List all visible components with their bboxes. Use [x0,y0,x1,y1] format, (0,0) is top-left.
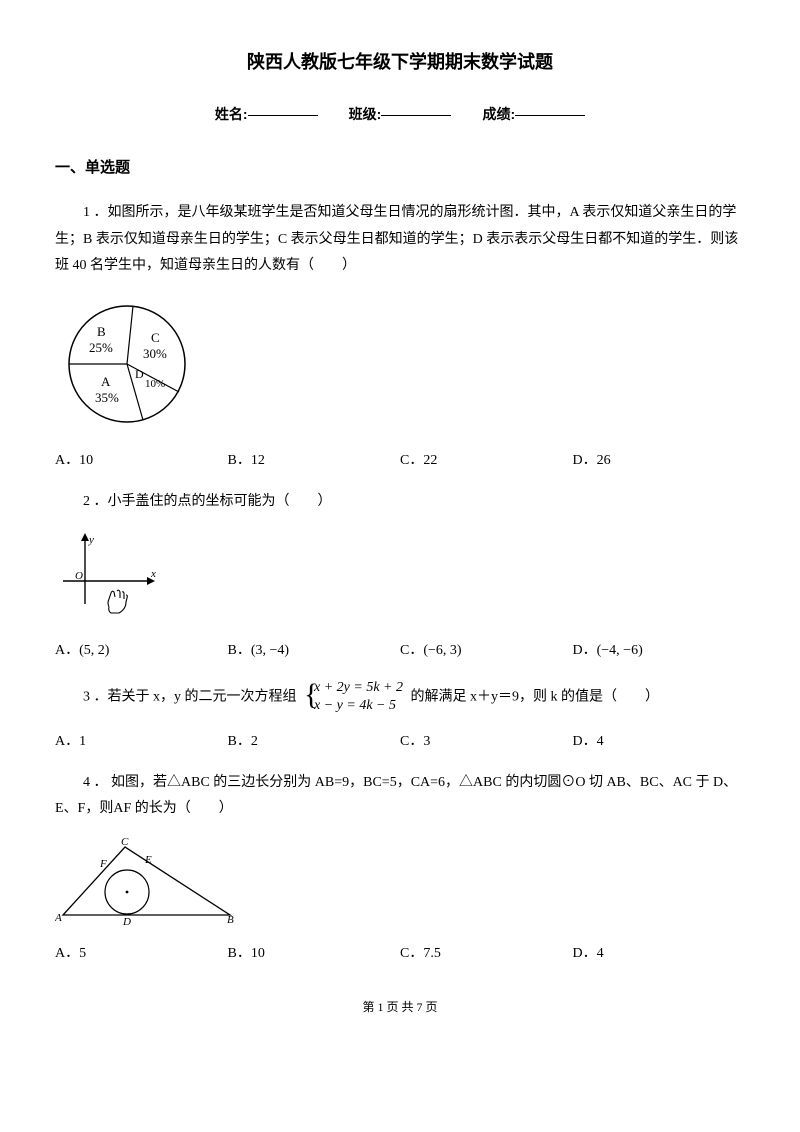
q4-opt-a: A．5 [55,941,228,968]
section-1-heading: 一、单选题 [55,154,745,183]
svg-text:B: B [227,914,234,926]
score-label: 成绩: [482,106,515,122]
svg-text:F: F [99,858,107,870]
q4-text: 4 ． 如图，若△ABC 的三边长分别为 AB=9，BC=5，CA=6，△ABC… [55,770,745,823]
q4-opt-d: D．4 [573,941,746,968]
q3-post: 的解满足 x＋y＝9，则 k 的值是（ ） [410,689,659,704]
q1-opt-b: B．12 [228,448,401,475]
q2-options: A．(5, 2) B．(3, −4) C．(−6, 3) D．(−4, −6) [55,638,745,665]
name-label: 姓名: [215,106,248,122]
q4-opt-b: B．10 [228,941,401,968]
q3-equation-system: { x + 2y = 5k + 2 x − y = 4k − 5 [304,679,403,715]
svg-text:O: O [75,570,83,582]
svg-text:10%: 10% [145,378,165,390]
q3-options: A．1 B．2 C．3 D．4 [55,729,745,756]
q2-coord-diagram: y x O [55,529,745,624]
q1-pie-chart: B 25% C 30% A 35% D 10% [55,294,745,434]
q3-opt-d: D．4 [573,729,746,756]
svg-text:E: E [144,854,152,866]
q2-opt-a: A．(5, 2) [55,638,228,665]
svg-text:C: C [121,837,129,848]
q3-opt-c: C．3 [400,729,573,756]
q2-opt-c: C．(−6, 3) [400,638,573,665]
svg-text:x: x [150,568,156,580]
page-footer: 第 1 页 共 7 页 [55,996,745,1019]
q1-opt-a: A．10 [55,448,228,475]
score-blank [515,115,585,116]
svg-text:A: A [55,912,62,924]
svg-text:B: B [97,324,106,339]
q2-opt-d: D．(−4, −6) [573,638,746,665]
q3-pre: 3 ．若关于 x，y 的二元一次方程组 [83,689,297,704]
svg-text:25%: 25% [89,340,113,355]
q4-opt-c: C．7.5 [400,941,573,968]
page-title: 陕西人教版七年级下学期期末数学试题 [55,45,745,79]
q3-text: 3 ．若关于 x，y 的二元一次方程组 { x + 2y = 5k + 2 x … [55,679,745,715]
class-label: 班级: [349,106,382,122]
q2-text: 2 ．小手盖住的点的坐标可能为（ ） [55,489,745,516]
svg-text:D: D [122,916,131,927]
svg-text:35%: 35% [95,390,119,405]
svg-text:A: A [101,374,111,389]
svg-text:30%: 30% [143,346,167,361]
q4-triangle-diagram: A B C D E F [55,837,745,927]
q1-opt-d: D．26 [573,448,746,475]
q3-opt-b: B．2 [228,729,401,756]
q4-options: A．5 B．10 C．7.5 D．4 [55,941,745,968]
svg-text:D: D [135,367,144,381]
svg-text:y: y [88,534,94,546]
q1-opt-c: C．22 [400,448,573,475]
q3-opt-a: A．1 [55,729,228,756]
svg-text:C: C [151,330,160,345]
student-info-line: 姓名: 班级: 成绩: [55,101,745,128]
class-blank [381,115,451,116]
q1-options: A．10 B．12 C．22 D．26 [55,448,745,475]
q2-opt-b: B．(3, −4) [228,638,401,665]
q1-text: 1 ．如图所示，是八年级某班学生是否知道父母生日情况的扇形统计图．其中，A 表示… [55,200,745,280]
name-blank [248,115,318,116]
